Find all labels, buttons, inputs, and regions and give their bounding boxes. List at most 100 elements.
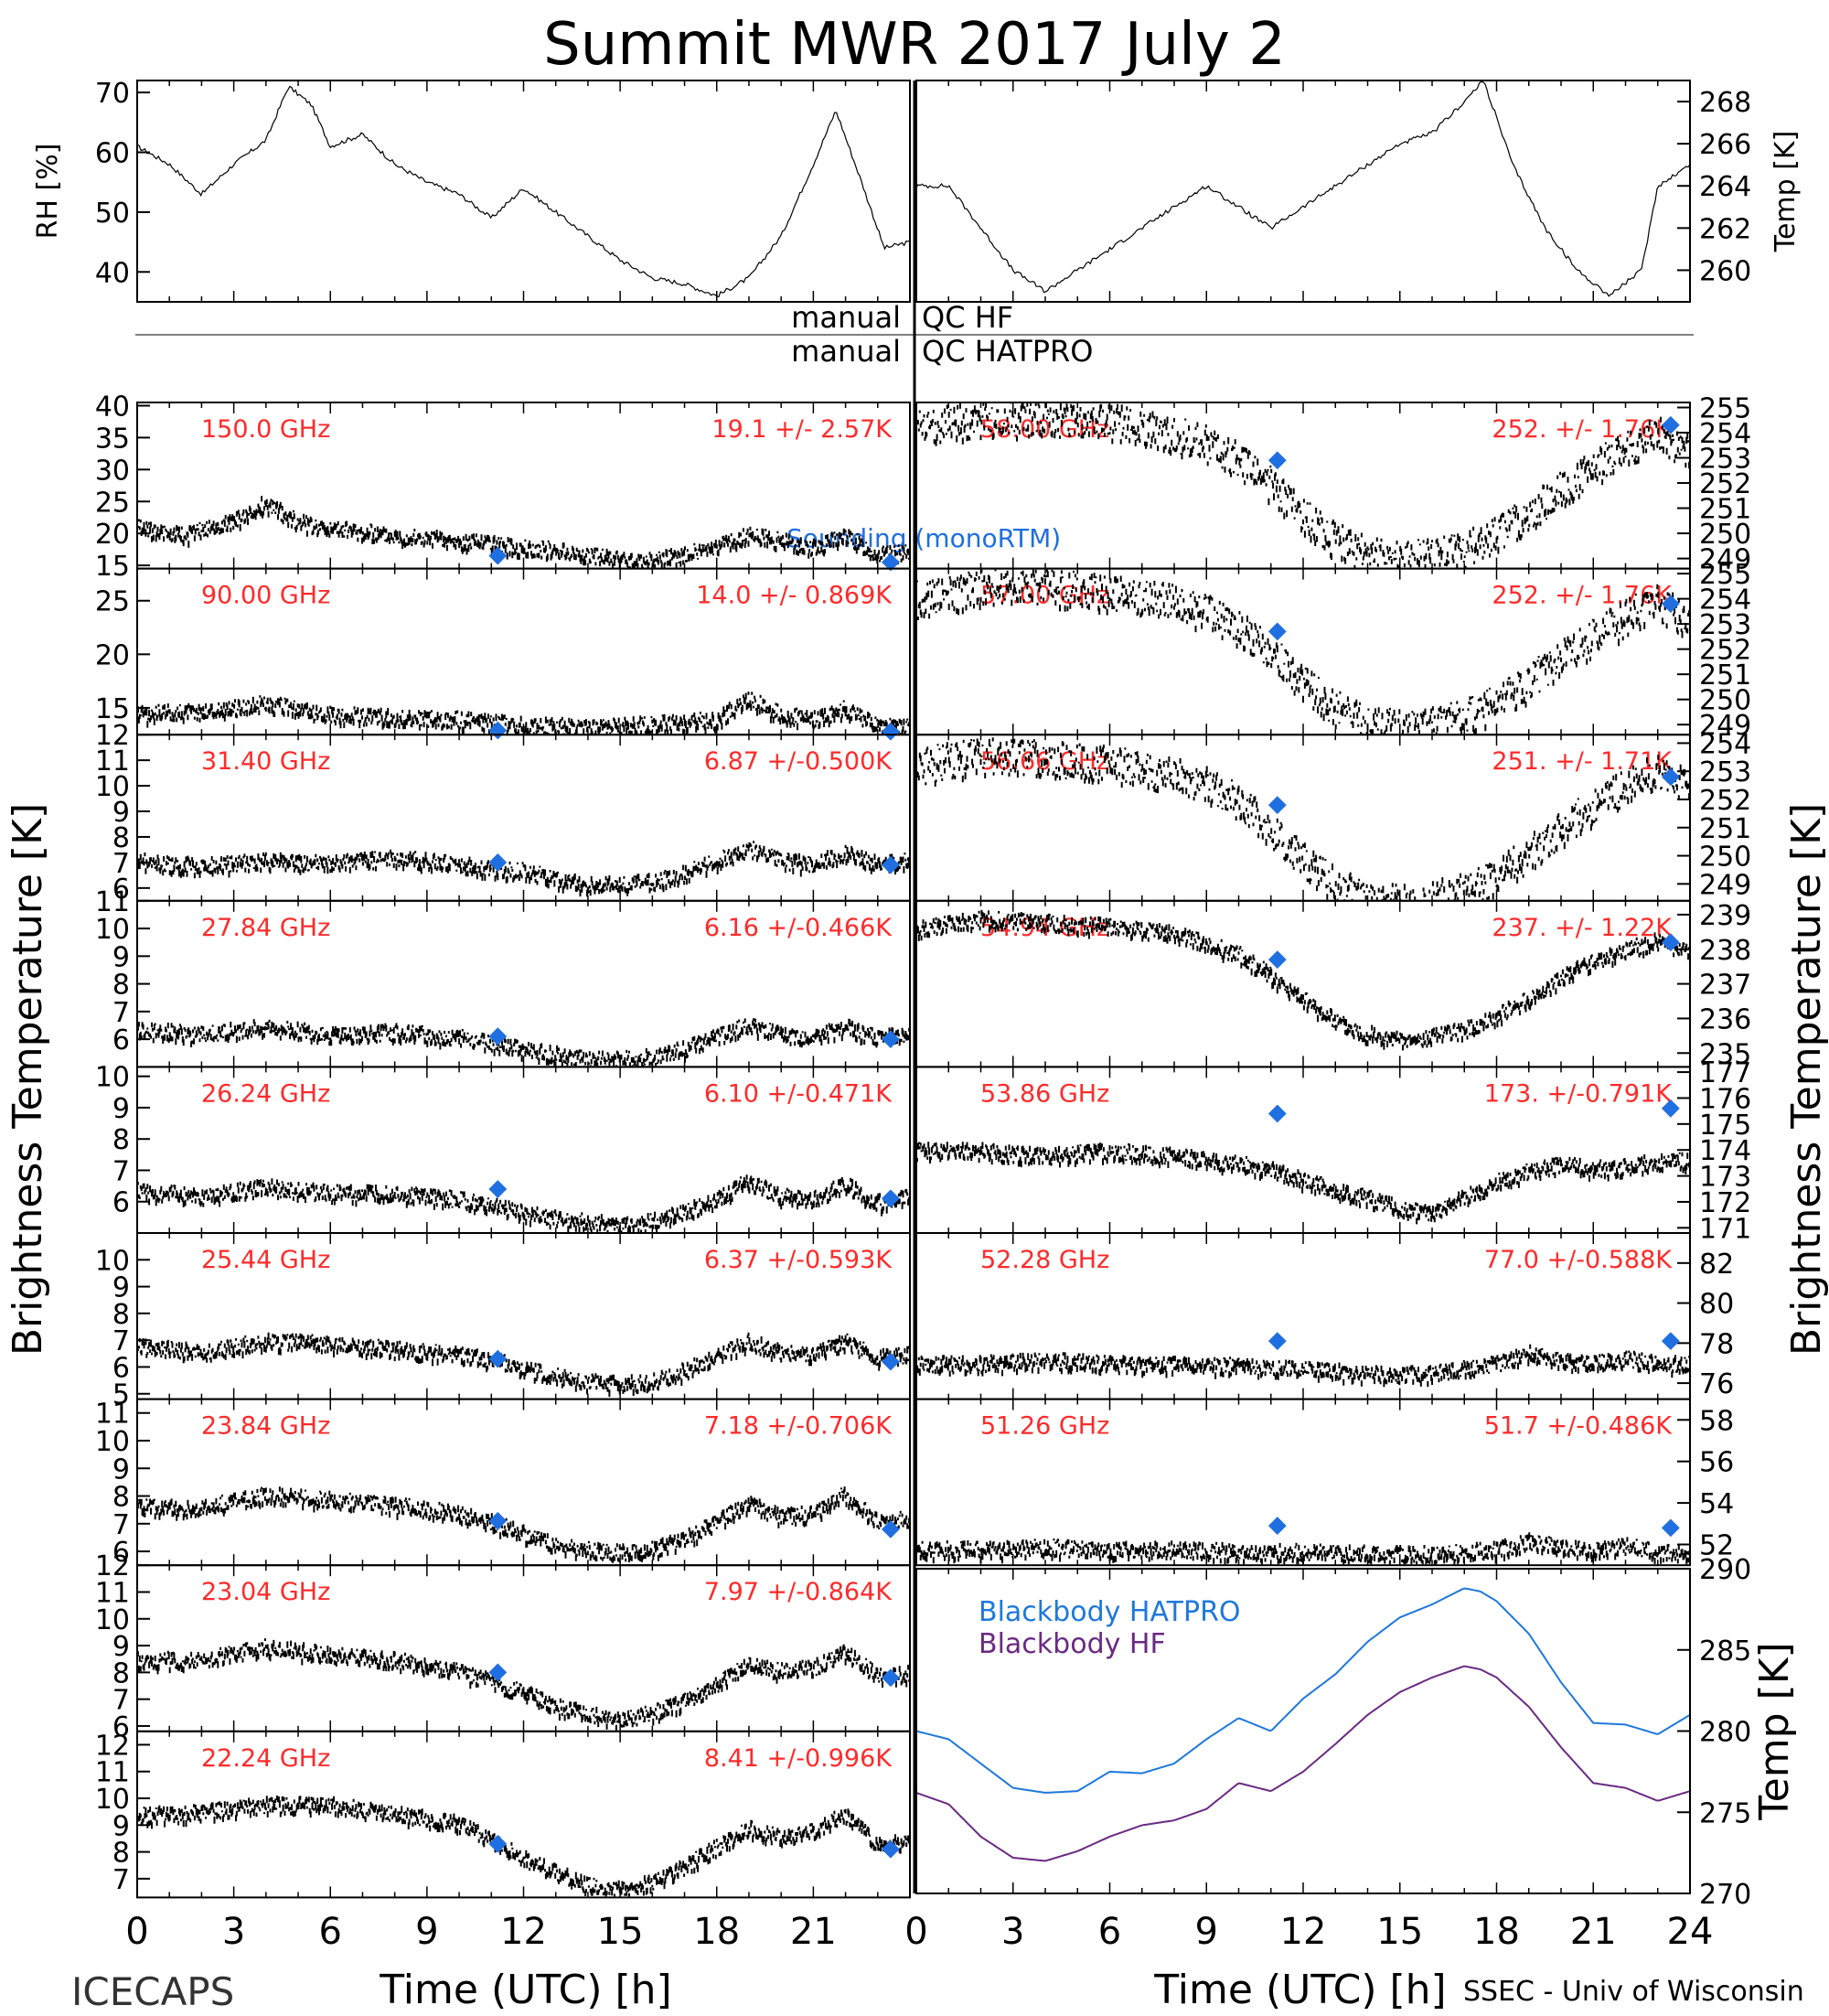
data-layer (138, 692, 909, 735)
y-tick-label: 10 (95, 914, 130, 946)
y-tick-label: 10 (95, 1784, 130, 1816)
y-tick-label: 9 (112, 941, 130, 973)
frequency-label: 23.04 GHz (201, 1578, 330, 1606)
data-layer (917, 1142, 1689, 1225)
y-tick-label: 8 (112, 1838, 130, 1870)
y-tick-label: 15 (95, 693, 130, 725)
y-tick-label: 10 (95, 1426, 130, 1458)
stat-label: 77.0 +/-0.588K (1484, 1246, 1673, 1274)
panel-right-6: 76 78 80 82 52.28 GHz 77.0 +/-0.588K (915, 1232, 1734, 1400)
sounding-marker (488, 1663, 508, 1682)
y-tick-label: 20 (95, 519, 130, 551)
data-layer (138, 1018, 909, 1067)
stat-label: 7.18 +/-0.706K (704, 1412, 893, 1441)
y-tick-label: 254 (1699, 728, 1751, 760)
sounding-marker (1267, 1517, 1287, 1535)
qc-label-hf: QC HF (922, 300, 1013, 335)
y-tick-label: 253 (1699, 756, 1751, 788)
y-tick-label: 6 (112, 1537, 130, 1569)
stat-label: 51.7 +/-0.486K (1484, 1412, 1673, 1441)
sounding-marker (1267, 1332, 1287, 1351)
y-tick-label: 249 (1699, 869, 1751, 901)
sounding-marker (881, 1352, 900, 1371)
y-tick-label: 58 (1699, 1405, 1734, 1437)
data-points (138, 1796, 909, 1897)
y-tick-label: 11 (95, 745, 130, 777)
y-tick-label: 290 (1699, 1554, 1751, 1586)
stat-label: 252. +/- 1.76K (1492, 415, 1673, 444)
qc-label-manual-1: manual (791, 300, 901, 335)
panel-top-right: 260 262 264 266 268 Temp [K] (915, 80, 1802, 303)
y-tick-label: 9 (112, 1453, 130, 1485)
stat-label: 251. +/- 1.71K (1492, 747, 1673, 776)
stat-label: 6.87 +/-0.500K (704, 747, 893, 776)
data-points (917, 1532, 1689, 1565)
x-tick-label-left: 0 (125, 1911, 148, 1953)
sounding-marker (881, 1030, 900, 1049)
y-tick-label: 275 (1699, 1797, 1751, 1829)
y-tick-label: 10 (95, 1604, 130, 1636)
frequency-label: 23.84 GHz (201, 1412, 330, 1441)
data-points (138, 1332, 909, 1398)
y-axis-label: RH [%] (32, 144, 64, 240)
y-tick-label: 260 (1699, 255, 1751, 287)
legend-blackbody-hf: Blackbody HF (979, 1628, 1166, 1660)
y-tick-label: 254 (1699, 418, 1751, 450)
sounding-marker (881, 1189, 900, 1208)
y-tick-label: 11 (95, 1577, 130, 1609)
sounding-marker (881, 1839, 900, 1859)
y-tick-label: 7 (112, 1685, 130, 1717)
sounding-marker (1661, 1099, 1680, 1118)
stat-label: 7.97 +/-0.864K (704, 1578, 893, 1606)
y-tick-label: 236 (1699, 1003, 1751, 1035)
frequency-label: 90.00 GHz (201, 582, 330, 610)
frequency-label: 53.86 GHz (980, 1079, 1109, 1108)
y-tick-label: 250 (1699, 685, 1751, 717)
stat-label: 8.41 +/-0.996K (704, 1744, 893, 1773)
sounding-marker (1661, 1518, 1680, 1538)
y-tick-label: 285 (1699, 1635, 1751, 1667)
y-tick-label: 238 (1699, 935, 1751, 967)
frequency-label: 31.40 GHz (201, 747, 330, 776)
y-tick-label: 251 (1699, 494, 1751, 526)
data-points (917, 1142, 1689, 1225)
y-tick-label: 252 (1699, 468, 1751, 500)
data-points (138, 692, 909, 735)
frequency-label: 26.24 GHz (201, 1079, 330, 1108)
y-tick-label: 8 (112, 1482, 130, 1514)
page-title: Summit MWR 2017 July 2 (543, 11, 1286, 79)
stat-label: 6.10 +/-0.471K (704, 1079, 893, 1108)
y-tick-label: 176 (1699, 1083, 1751, 1115)
y-tick-label: 7 (112, 1325, 130, 1357)
panel-right-8: 270 275 280 285 290 Temp [K] (915, 1554, 1798, 1911)
data-points (138, 1018, 909, 1067)
data-points (917, 1344, 1689, 1388)
x-tick-label-right: 3 (1001, 1911, 1024, 1953)
y-tick-label: 6 (112, 1711, 130, 1743)
y-tick-label: 6 (112, 1024, 130, 1056)
sounding-marker (1267, 622, 1287, 641)
stat-label: 237. +/- 1.22K (1492, 914, 1673, 942)
x-axis-label-left: Time (UTC) [h] (379, 1967, 671, 2012)
sounding-marker (1661, 1332, 1680, 1351)
series-line (138, 85, 909, 298)
y-tick-label: 12 (95, 1730, 130, 1762)
sounding-marker (488, 853, 508, 872)
y-tick-label: 82 (1699, 1249, 1734, 1281)
y-tick-label: 8 (112, 970, 130, 1002)
data-points (917, 909, 1689, 1051)
panel-left-2: 15 20 25 90.00 GHz 14.0 +/- 0.869K (95, 567, 911, 741)
series-line (917, 81, 1689, 297)
y-tick-label: 76 (1699, 1368, 1734, 1400)
y-tick-label: 9 (112, 1810, 130, 1842)
y-axis-label: Temp [K] (1751, 1642, 1798, 1820)
y-tick-label: 10 (95, 1062, 130, 1094)
y-tick-label: 35 (95, 423, 130, 455)
y-tick-label: 10 (95, 1245, 130, 1277)
